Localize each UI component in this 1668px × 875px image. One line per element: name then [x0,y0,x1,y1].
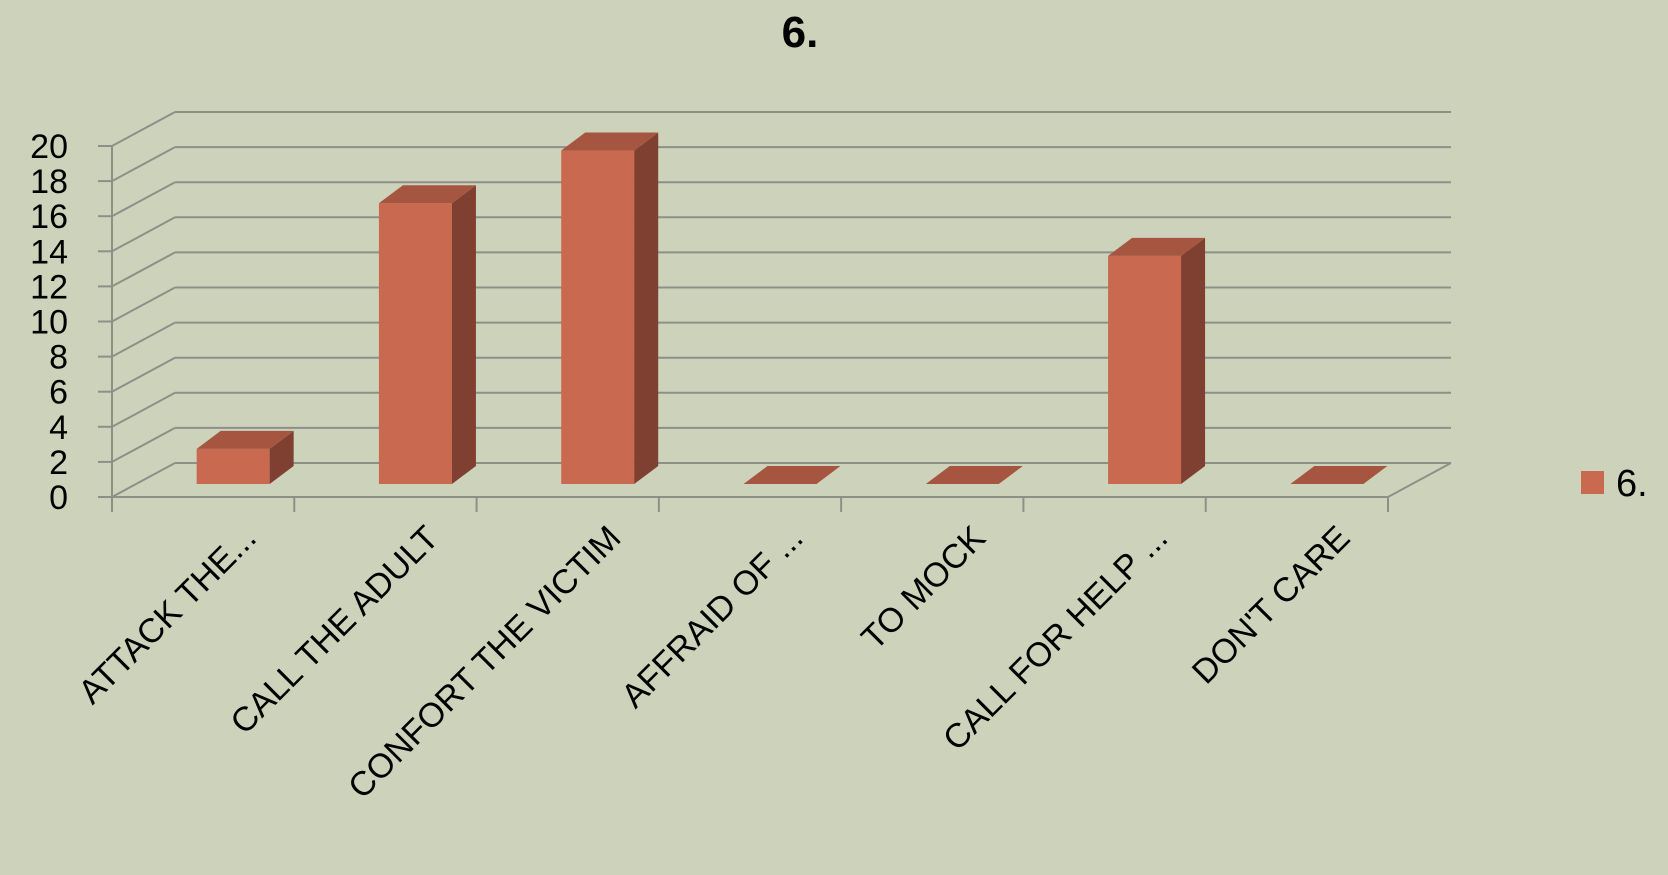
bar [743,466,841,484]
bar-top [378,185,476,204]
y-tick-label: 2 [49,444,68,482]
bar-side [451,185,476,484]
x-category-label: DON'T CARE [1185,519,1358,692]
y-tick-label: 8 [49,339,68,377]
bar-top [196,430,294,449]
bar [561,132,659,485]
gridline-side [111,462,176,498]
bar-side [1181,237,1206,484]
legend-swatch [1581,471,1604,494]
gridline-side [111,427,176,463]
gridline-side [111,286,176,323]
y-tick-label: 18 [30,163,68,201]
y-tick-label: 4 [49,409,68,447]
y-tick-label: 12 [30,268,68,306]
x-category-label: AFFRAID OF ... [614,519,811,716]
gridline-side [111,181,176,218]
legend-label: 6. [1616,463,1648,505]
x-axis-ticks [111,497,1389,512]
y-tick-label: 6 [49,374,68,412]
gridline-side [111,111,176,147]
bar-top [925,466,1023,484]
bar [1108,237,1206,484]
bar-front [378,203,452,484]
y-tick-label: 10 [30,304,68,342]
x-category-label: ATTACK THE... [71,519,264,712]
legend: 6. [1581,463,1648,505]
gridline-side [111,251,176,288]
gridline-side [111,216,176,253]
bar-top [1108,237,1206,256]
bar-side [634,132,659,485]
bar-top [1290,466,1388,484]
bar-front [561,150,635,485]
x-category-label: TO MOCK [854,519,993,658]
bar-top [561,132,659,151]
bar [196,430,294,484]
bar-layer [196,132,1388,485]
gridline-side [111,391,176,428]
grid-layer [111,111,1452,498]
floor-right-edge [1387,462,1452,498]
bar [1290,466,1388,484]
y-tick-label: 14 [30,233,68,271]
chart-title: 6. [782,8,819,57]
y-tick-label: 16 [30,198,68,236]
bar-side [269,430,294,484]
gridline-side [111,321,176,358]
bar [925,466,1023,484]
bar-front [196,448,270,484]
y-tick-label: 0 [49,479,68,517]
gridline-side [111,356,176,393]
gridline-side [111,146,176,182]
bar [378,185,476,484]
y-tick-label: 20 [30,128,68,166]
bar-top [743,466,841,484]
bar-front [1108,255,1182,484]
